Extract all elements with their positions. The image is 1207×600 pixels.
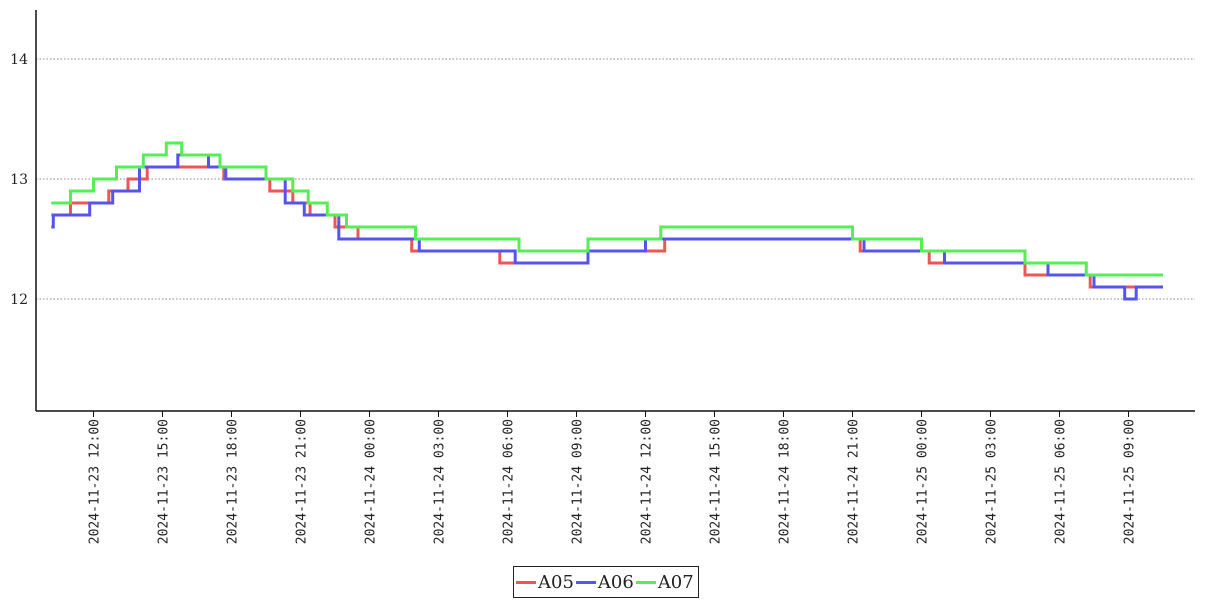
axes xyxy=(35,10,1195,412)
legend-item-a05: A05 xyxy=(516,572,574,593)
x-tick-label: 2024-11-25 03:00 xyxy=(985,419,1000,544)
x-tick-label: 2024-11-23 18:00 xyxy=(226,419,241,544)
series-line-a07 xyxy=(51,141,1163,277)
x-tick-label: 2024-11-24 00:00 xyxy=(364,419,379,544)
series-line-a05 xyxy=(51,165,1163,289)
legend: A05 A06 A07 xyxy=(513,566,699,598)
legend-label: A07 xyxy=(657,571,694,593)
legend-item-a07: A07 xyxy=(635,571,694,593)
y-tick-label: 12 xyxy=(10,292,28,308)
x-tick-label: 2024-11-25 09:00 xyxy=(1123,419,1138,544)
legend-swatch xyxy=(635,580,656,584)
series-line-a06 xyxy=(51,153,1163,301)
x-tick-label: 2024-11-25 00:00 xyxy=(916,419,931,544)
x-tick-label: 2024-11-24 03:00 xyxy=(433,419,448,544)
y-tick-label: 13 xyxy=(10,172,28,188)
series-lines xyxy=(51,141,1163,301)
x-tick-label: 2024-11-23 15:00 xyxy=(157,419,172,544)
x-tick-label: 2024-11-24 12:00 xyxy=(640,419,655,544)
y-axis-ticks: 12 13 14 xyxy=(10,52,28,308)
x-tick-label: 2024-11-24 18:00 xyxy=(778,419,793,544)
x-tick-label: 2024-11-23 21:00 xyxy=(295,419,310,544)
legend-label: A06 xyxy=(597,571,634,593)
x-tick-label: 2024-11-24 15:00 xyxy=(709,419,724,544)
x-axis-ticks: 2024-11-23 12:00 2024-11-23 15:00 2024-11-… xyxy=(88,411,1138,544)
x-tick-label: 2024-11-24 09:00 xyxy=(571,419,586,544)
legend-item-a06: A06 xyxy=(575,571,634,593)
x-tick-label: 2024-11-24 21:00 xyxy=(847,419,862,544)
legend-swatch xyxy=(516,580,536,584)
legend-swatch xyxy=(575,580,596,584)
x-tick-label: 2024-11-25 06:00 xyxy=(1054,419,1069,544)
legend-label: A05 xyxy=(538,571,574,593)
y-tick-label: 14 xyxy=(10,52,28,68)
x-tick-label: 2024-11-23 12:00 xyxy=(88,419,103,544)
x-tick-label: 2024-11-24 06:00 xyxy=(502,419,517,544)
